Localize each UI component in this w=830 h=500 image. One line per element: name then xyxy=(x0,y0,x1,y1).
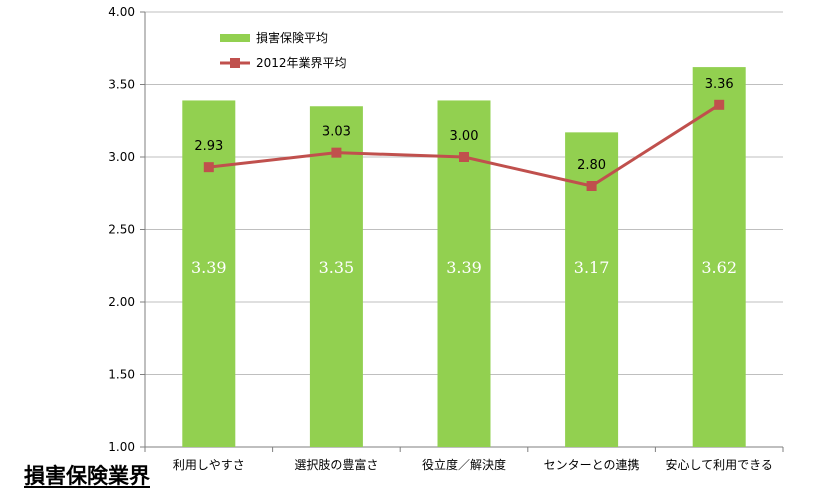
category-label: 役立度／解決度 xyxy=(422,457,506,472)
bar xyxy=(565,132,619,447)
line-data-label: 2.80 xyxy=(577,158,606,173)
legend-swatch-marker xyxy=(230,58,240,68)
legend-swatch-bar xyxy=(220,34,250,42)
line-data-label: 3.36 xyxy=(705,77,734,92)
bar xyxy=(309,106,363,447)
line-marker xyxy=(586,181,597,191)
corner-title: 損害保険業界 xyxy=(24,464,150,488)
category-label: センターとの連携 xyxy=(544,457,640,472)
y-tick-label: 3.50 xyxy=(108,78,135,92)
bar-data-label: 3.39 xyxy=(446,258,482,277)
line-marker xyxy=(459,152,469,162)
line-marker xyxy=(714,99,725,110)
y-tick-label: 2.00 xyxy=(108,295,135,309)
line-marker xyxy=(203,162,214,173)
category-label: 安心して利用できる xyxy=(665,457,772,472)
bar-data-label: 3.35 xyxy=(319,258,355,277)
bar-data-label: 3.39 xyxy=(191,258,227,277)
line-data-label: 3.03 xyxy=(322,125,351,140)
y-tick-label: 3.00 xyxy=(108,150,135,164)
y-tick-label: 2.50 xyxy=(108,223,135,237)
category-label: 選択肢の豊富さ xyxy=(294,457,378,472)
line-marker xyxy=(331,147,342,158)
bar-data-label: 3.17 xyxy=(574,258,610,277)
bar xyxy=(182,100,236,447)
line-data-label: 2.93 xyxy=(194,139,223,154)
bar xyxy=(692,67,746,447)
y-tick-label: 1.50 xyxy=(108,368,135,382)
y-tick-label: 1.00 xyxy=(108,440,135,454)
bar-data-label: 3.62 xyxy=(701,258,737,277)
legend-label: 損害保険平均 xyxy=(256,30,328,45)
line-data-label: 3.00 xyxy=(450,129,479,144)
category-label: 利用しやすさ xyxy=(173,458,245,472)
y-tick-label: 4.00 xyxy=(108,5,135,19)
legend-label: 2012年業界平均 xyxy=(256,56,347,70)
